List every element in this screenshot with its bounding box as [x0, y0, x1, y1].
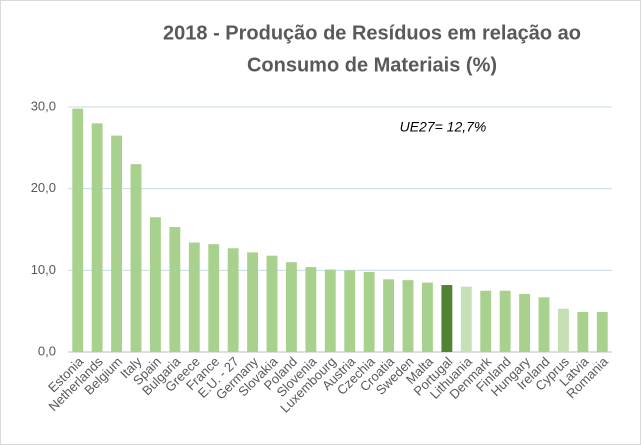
bar — [169, 227, 181, 352]
bar — [441, 285, 453, 352]
y-tick-label: 10,0 — [31, 262, 56, 277]
bar — [596, 311, 608, 352]
bar — [499, 290, 511, 352]
bar — [324, 269, 336, 352]
bar — [247, 252, 259, 352]
bar — [363, 271, 375, 352]
y-tick-label: 0,0 — [38, 343, 56, 358]
y-tick-label: 20,0 — [31, 180, 56, 195]
bar — [519, 294, 531, 352]
bar — [305, 267, 317, 352]
chart-title-line: 2018 - Produção de Resíduos em relação a… — [163, 22, 581, 44]
bar — [402, 280, 414, 352]
bar — [538, 297, 550, 352]
y-tick-label: 30,0 — [31, 98, 56, 113]
bar — [460, 286, 472, 352]
bar — [266, 255, 278, 352]
bar — [480, 290, 492, 352]
bar — [72, 108, 84, 352]
bar — [557, 308, 569, 352]
bar — [149, 217, 161, 352]
bar — [344, 270, 356, 352]
bar — [91, 123, 103, 352]
bar — [188, 242, 200, 352]
bar — [130, 164, 142, 352]
annotation: UE27= 12,7% — [400, 119, 487, 135]
bar — [285, 262, 297, 352]
bar — [421, 282, 433, 352]
bar — [227, 248, 239, 352]
bar — [111, 135, 123, 352]
chart-title-line: Consumo de Materiais (%) — [247, 54, 497, 76]
bar — [577, 311, 589, 352]
bar — [383, 279, 395, 352]
bar — [208, 244, 220, 352]
